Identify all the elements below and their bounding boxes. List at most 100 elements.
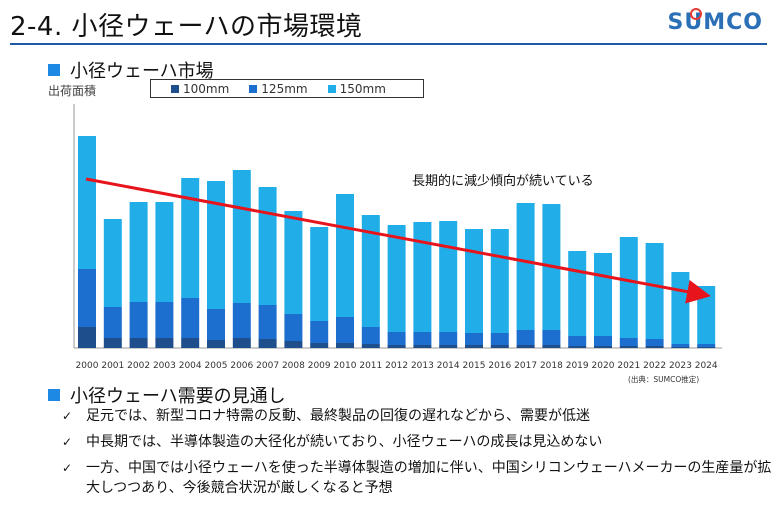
trend-arrow bbox=[85, 177, 711, 304]
bar-100mm-2017 bbox=[516, 345, 535, 348]
x-tick-label: 2014 bbox=[437, 361, 460, 371]
square-bullet-icon bbox=[48, 389, 60, 401]
bar-150mm-2011 bbox=[361, 215, 380, 327]
bar-group bbox=[73, 104, 722, 349]
x-tick-label: 2004 bbox=[179, 361, 202, 371]
bar-125mm-2003 bbox=[155, 302, 174, 338]
x-tick-label: 2018 bbox=[540, 361, 563, 371]
bar-150mm-2015 bbox=[465, 229, 483, 333]
bar-100mm-2014 bbox=[439, 345, 458, 348]
title-divider bbox=[10, 43, 767, 45]
bar-100mm-2006 bbox=[232, 338, 251, 348]
source-note: (出典：SUMCO推定) bbox=[628, 375, 700, 384]
bar-150mm-2008 bbox=[284, 211, 303, 314]
bar-150mm-2021 bbox=[619, 237, 638, 338]
x-tick-label: 2008 bbox=[282, 361, 305, 371]
bullet-text: 一方、中国では小径ウェーハを使った半導体製造の増加に伴い、中国シリコンウェーハメ… bbox=[86, 460, 772, 496]
legend-label-100mm: 100mm bbox=[183, 81, 230, 96]
bar-150mm-2012 bbox=[387, 225, 406, 332]
bar-100mm-2012 bbox=[387, 345, 406, 348]
bar-150mm-2017 bbox=[516, 203, 535, 330]
bar-100mm-2001 bbox=[103, 338, 122, 348]
bar-100mm-2007 bbox=[258, 339, 277, 348]
bar-150mm-2003 bbox=[155, 202, 174, 302]
checkmark-icon: ✓ bbox=[62, 461, 73, 475]
bar-125mm-2007 bbox=[258, 305, 277, 339]
bar-150mm-2000 bbox=[78, 136, 96, 269]
trend-annotation: 長期的に減少傾向が続いている bbox=[412, 173, 594, 189]
bar-125mm-2004 bbox=[181, 298, 200, 338]
section-outlook-title: 小径ウェーハ需要の見通し bbox=[70, 386, 286, 407]
bullet-item: ✓ 足元では、新型コロナ特需の反動、最終製品の回復の遅れなどから、需要が低迷 bbox=[62, 406, 776, 426]
bar-125mm-2001 bbox=[103, 307, 122, 338]
bar-100mm-2024 bbox=[697, 347, 716, 348]
x-tick-label: 2010 bbox=[334, 361, 357, 371]
bar-125mm-2005 bbox=[207, 309, 225, 340]
bar-100mm-2022 bbox=[645, 346, 664, 348]
bar-125mm-2008 bbox=[284, 314, 303, 341]
x-axis-ticks: 2000 2001 2002 2003 2004 2005 2006 2007 2008 2009… bbox=[76, 361, 718, 371]
bar-125mm-2022 bbox=[645, 339, 664, 346]
x-tick-label: 2000 bbox=[76, 361, 99, 371]
x-tick-label: 2021 bbox=[617, 361, 640, 371]
x-tick-label: 2012 bbox=[385, 361, 408, 371]
bar-100mm-2000 bbox=[78, 327, 96, 348]
bar-150mm-2019 bbox=[568, 251, 587, 336]
bar-125mm-2019 bbox=[568, 336, 587, 346]
bullet-item: ✓ 一方、中国では小径ウェーハを使った半導体製造の増加に伴い、中国シリコンウェー… bbox=[62, 458, 776, 498]
legend-label-150mm: 150mm bbox=[339, 81, 386, 96]
bar-150mm-2007 bbox=[258, 187, 277, 305]
bar-150mm-2001 bbox=[103, 219, 122, 307]
x-tick-label: 2011 bbox=[359, 361, 382, 371]
bar-100mm-2013 bbox=[413, 345, 432, 348]
bar-125mm-2002 bbox=[129, 302, 148, 338]
legend-item-100mm: 100mm bbox=[171, 82, 229, 96]
bar-100mm-2021 bbox=[619, 346, 638, 348]
bar-100mm-2023 bbox=[671, 347, 690, 348]
bar-100mm-2020 bbox=[594, 346, 612, 348]
outlook-bullet-list: ✓ 足元では、新型コロナ特需の反動、最終製品の回復の遅れなどから、需要が低迷 ✓… bbox=[62, 406, 776, 504]
bar-125mm-2015 bbox=[465, 333, 483, 345]
bar-125mm-2009 bbox=[310, 321, 329, 343]
bar-150mm-2005 bbox=[207, 181, 225, 309]
legend-swatch-150mm bbox=[327, 84, 336, 93]
bar-125mm-2006 bbox=[232, 303, 251, 338]
bar-125mm-2018 bbox=[542, 330, 561, 345]
bar-150mm-2023 bbox=[671, 272, 690, 344]
bar-100mm-2011 bbox=[361, 344, 380, 348]
bar-125mm-2013 bbox=[413, 332, 432, 345]
bar-125mm-2017 bbox=[516, 330, 535, 345]
bar-150mm-2020 bbox=[594, 253, 612, 336]
bar-100mm-2015 bbox=[465, 345, 483, 348]
x-tick-label: 2009 bbox=[308, 361, 331, 371]
bar-125mm-2010 bbox=[336, 317, 354, 343]
bar-125mm-2011 bbox=[361, 327, 380, 344]
bullet-item: ✓ 中長期では、半導体製造の大径化が続いており、小径ウェーハの成長は見込めない bbox=[62, 432, 776, 452]
x-tick-label: 2005 bbox=[205, 361, 228, 371]
bar-100mm-2016 bbox=[490, 345, 509, 348]
section-market-heading: 小径ウェーハ市場 bbox=[48, 57, 214, 83]
bar-150mm-2013 bbox=[413, 222, 432, 332]
legend-label-125mm: 125mm bbox=[261, 81, 308, 96]
y-axis-label: 出荷面積 bbox=[48, 84, 97, 98]
bar-125mm-2023 bbox=[671, 344, 690, 347]
legend-swatch-125mm bbox=[249, 84, 258, 93]
bar-100mm-2004 bbox=[181, 338, 200, 348]
x-tick-label: 2023 bbox=[669, 361, 692, 371]
bar-100mm-2008 bbox=[284, 341, 303, 348]
bar-150mm-2002 bbox=[129, 202, 148, 302]
bar-100mm-2009 bbox=[310, 343, 329, 348]
x-tick-label: 2006 bbox=[230, 361, 253, 371]
bar-125mm-2020 bbox=[594, 336, 612, 346]
bar-100mm-2005 bbox=[207, 340, 225, 348]
x-tick-label: 2002 bbox=[127, 361, 150, 371]
x-tick-label: 2013 bbox=[411, 361, 434, 371]
section-market-title: 小径ウェーハ市場 bbox=[70, 61, 214, 82]
bar-100mm-2010 bbox=[336, 343, 354, 348]
bar-150mm-2004 bbox=[181, 178, 200, 298]
section-outlook-heading: 小径ウェーハ需要の見通し bbox=[48, 382, 286, 408]
bar-100mm-2019 bbox=[568, 346, 587, 348]
page-title: 2-4. 小径ウェーハの市場環境 bbox=[10, 12, 363, 42]
bar-150mm-2006 bbox=[232, 170, 251, 303]
bar-150mm-2022 bbox=[645, 243, 664, 339]
